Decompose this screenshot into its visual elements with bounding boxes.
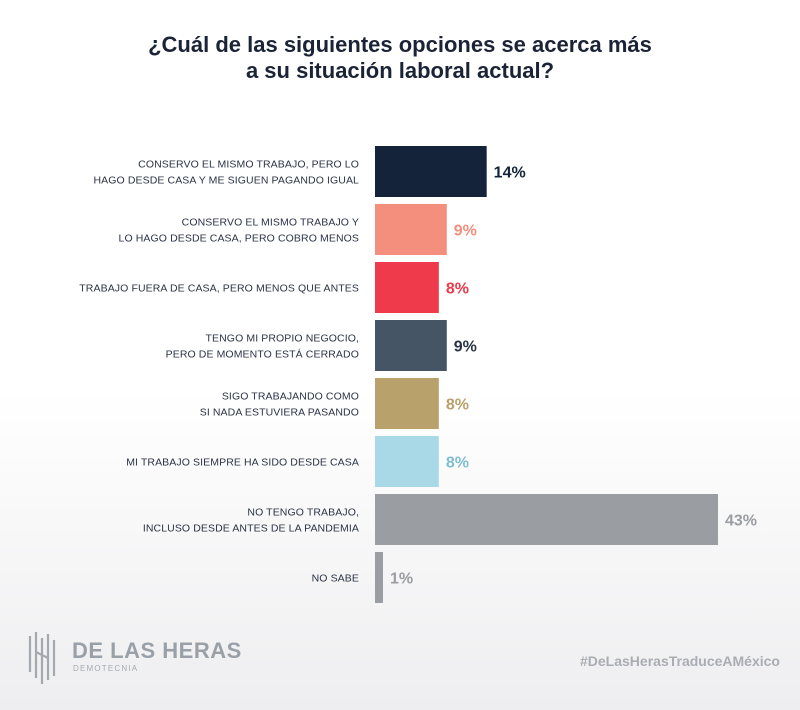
category-label-6: MI TRABAJO SIEMPRE HA SIDO DESDE CASA xyxy=(126,457,359,469)
bar-1 xyxy=(375,146,487,197)
category-label-7: NO TENGO TRABAJO, INCLUSO DESDE ANTES DE … xyxy=(143,507,359,535)
bar-8 xyxy=(375,552,383,603)
value-label-6: 8% xyxy=(446,455,469,472)
value-label-5: 8% xyxy=(446,397,469,414)
value-label-4: 9% xyxy=(454,339,477,356)
brand-name: DE LAS HERAS xyxy=(72,638,242,663)
value-label-7: 43% xyxy=(725,513,757,530)
category-label-4: TENGO MI PROPIO NEGOCIO, PERO DE MOMENTO … xyxy=(166,333,359,361)
brand-logo-icon xyxy=(28,632,56,684)
category-label-2: CONSERVO EL MISMO TRABAJO Y LO HAGO DESDE… xyxy=(119,217,359,245)
bar-2 xyxy=(375,204,447,255)
bar-6 xyxy=(375,436,439,487)
value-label-8: 1% xyxy=(390,571,413,588)
bar-7 xyxy=(375,494,718,545)
bar-chart: 14% CONSERVO EL MISMO TRABAJO, PERO LO HAG… xyxy=(79,146,757,603)
hashtag: #DeLasHerasTraduceAMéxico xyxy=(580,653,780,669)
bars-group: 14% CONSERVO EL MISMO TRABAJO, PERO LO HAG… xyxy=(79,146,757,603)
category-label-3: TRABAJO FUERA DE CASA, PERO MENOS QUE AN… xyxy=(79,283,359,295)
category-label-5: SIGO TRABAJANDO COMO SI NADA ESTUVIERA PA… xyxy=(200,391,359,419)
bar-3 xyxy=(375,262,439,313)
brand-subtitle: DEMOTECNIA xyxy=(73,664,139,673)
category-label-8: NO SABE xyxy=(312,573,359,585)
brand-logo: DE LAS HERAS DEMOTECNIA xyxy=(26,628,241,688)
chart-title: ¿Cuál de las siguientes opciones se acer… xyxy=(0,32,800,84)
chart-title-line-1: ¿Cuál de las siguientes opciones se acer… xyxy=(148,32,652,57)
value-label-3: 8% xyxy=(446,281,469,298)
bar-4 xyxy=(375,320,447,371)
bar-5 xyxy=(375,378,439,429)
value-label-1: 14% xyxy=(494,165,526,182)
category-label-1: CONSERVO EL MISMO TRABAJO, PERO LO HAGO D… xyxy=(93,159,359,187)
chart-title-line-2: a su situación laboral actual? xyxy=(245,58,555,83)
value-label-2: 9% xyxy=(454,223,477,240)
